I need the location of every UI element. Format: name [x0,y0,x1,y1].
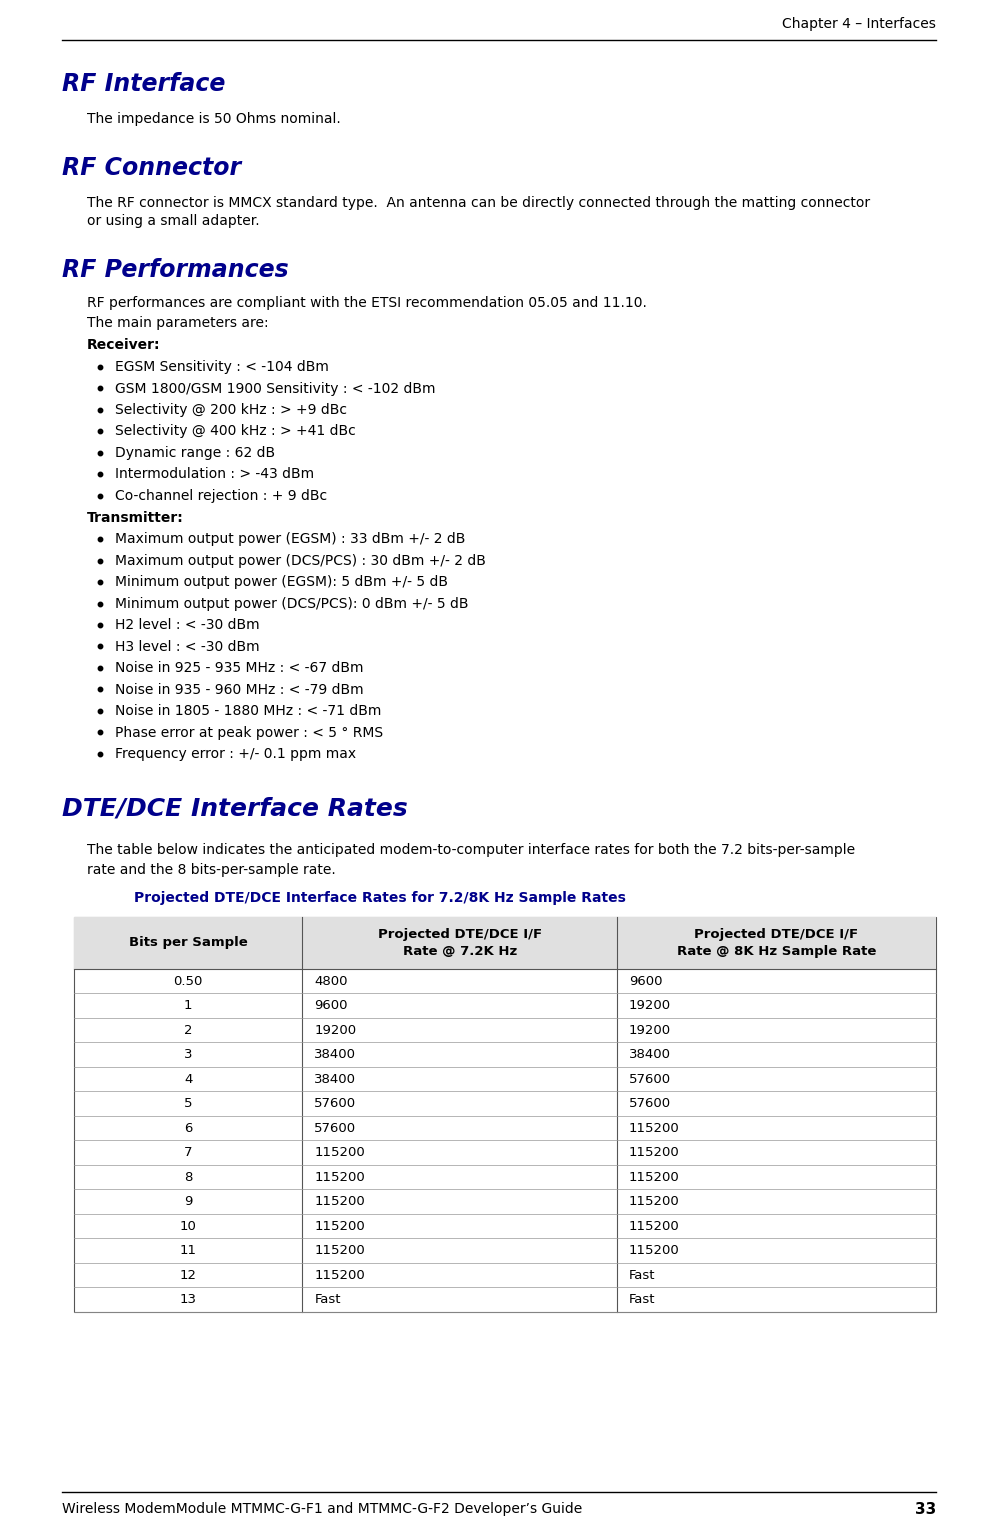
Text: The main parameters are:: The main parameters are: [87,315,269,329]
Text: Noise in 935 - 960 MHz : < -79 dBm: Noise in 935 - 960 MHz : < -79 dBm [115,683,364,697]
Text: Noise in 1805 - 1880 MHz : < -71 dBm: Noise in 1805 - 1880 MHz : < -71 dBm [115,705,382,719]
Text: RF performances are compliant with the ETSI recommendation 05.05 and 11.10.: RF performances are compliant with the E… [87,295,646,309]
Text: Fast: Fast [315,1293,341,1307]
Text: Projected DTE/DCE I/F
Rate @ 8K Hz Sample Rate: Projected DTE/DCE I/F Rate @ 8K Hz Sampl… [677,928,876,957]
Text: 11: 11 [180,1244,197,1257]
Text: 38400: 38400 [315,1073,356,1085]
Text: Fast: Fast [629,1268,655,1282]
Text: 115200: 115200 [629,1171,680,1183]
Text: 12: 12 [180,1268,197,1282]
Text: 0.50: 0.50 [174,974,203,988]
Text: Minimum output power (DCS/PCS): 0 dBm +/- 5 dB: Minimum output power (DCS/PCS): 0 dBm +/… [115,597,469,611]
Text: 4: 4 [184,1073,192,1085]
Text: Projected DTE/DCE I/F
Rate @ 7.2K Hz: Projected DTE/DCE I/F Rate @ 7.2K Hz [378,928,542,957]
Text: 38400: 38400 [315,1048,356,1062]
Text: 10: 10 [180,1220,196,1233]
Text: H3 level : < -30 dBm: H3 level : < -30 dBm [115,640,260,654]
Text: 9: 9 [184,1196,192,1208]
Text: 115200: 115200 [629,1220,680,1233]
Text: The impedance is 50 Ohms nominal.: The impedance is 50 Ohms nominal. [87,112,340,126]
Text: EGSM Sensitivity : < -104 dBm: EGSM Sensitivity : < -104 dBm [115,360,329,374]
Text: Bits per Sample: Bits per Sample [129,937,247,950]
Text: Phase error at peak power : < 5 ° RMS: Phase error at peak power : < 5 ° RMS [115,726,384,740]
Text: 57600: 57600 [315,1122,356,1134]
Text: Fast: Fast [629,1293,655,1307]
Text: 2: 2 [184,1023,192,1037]
Text: Receiver:: Receiver: [87,339,161,352]
Text: 5: 5 [184,1097,192,1110]
Text: 57600: 57600 [315,1097,356,1110]
Text: rate and the 8 bits-per-sample rate.: rate and the 8 bits-per-sample rate. [87,863,336,877]
Text: Frequency error : +/- 0.1 ppm max: Frequency error : +/- 0.1 ppm max [115,748,356,762]
Text: Minimum output power (EGSM): 5 dBm +/- 5 dB: Minimum output power (EGSM): 5 dBm +/- 5… [115,576,448,589]
Text: Intermodulation : > -43 dBm: Intermodulation : > -43 dBm [115,468,314,482]
Text: 115200: 115200 [315,1171,365,1183]
Text: 8: 8 [184,1171,192,1183]
Text: 13: 13 [180,1293,197,1307]
Text: Maximum output power (EGSM) : 33 dBm +/- 2 dB: Maximum output power (EGSM) : 33 dBm +/-… [115,532,465,546]
Text: 1: 1 [184,999,192,1013]
Bar [74,917,936,970]
Text: 115200: 115200 [629,1147,680,1159]
Text: Co-channel rejection : + 9 dBc: Co-channel rejection : + 9 dBc [115,489,327,503]
Text: 19200: 19200 [629,999,671,1013]
Text: 3: 3 [184,1048,192,1062]
Text: 115200: 115200 [629,1196,680,1208]
Text: Dynamic range : 62 dB: Dynamic range : 62 dB [115,446,275,460]
Text: 115200: 115200 [315,1244,365,1257]
Text: Maximum output power (DCS/PCS) : 30 dBm +/- 2 dB: Maximum output power (DCS/PCS) : 30 dBm … [115,554,486,568]
Text: 7: 7 [184,1147,192,1159]
Text: Chapter 4 – Interfaces: Chapter 4 – Interfaces [782,17,936,31]
Text: 115200: 115200 [629,1244,680,1257]
Text: Selectivity @ 400 kHz : > +41 dBc: Selectivity @ 400 kHz : > +41 dBc [115,425,356,439]
Text: 9600: 9600 [629,974,662,988]
Text: 33: 33 [914,1502,936,1516]
Text: Selectivity @ 200 kHz : > +9 dBc: Selectivity @ 200 kHz : > +9 dBc [115,403,347,417]
Text: Wireless ModemModule MTMMC-G-F1 and MTMMC-G-F2 Developer’s Guide: Wireless ModemModule MTMMC-G-F1 and MTMM… [62,1502,583,1516]
Text: The table below indicates the anticipated modem-to-computer interface rates for : The table below indicates the anticipate… [87,843,855,857]
Text: 115200: 115200 [315,1147,365,1159]
Text: Noise in 925 - 935 MHz : < -67 dBm: Noise in 925 - 935 MHz : < -67 dBm [115,662,364,676]
Text: H2 level : < -30 dBm: H2 level : < -30 dBm [115,619,260,633]
Text: 115200: 115200 [315,1220,365,1233]
Text: 115200: 115200 [629,1122,680,1134]
Text: 57600: 57600 [629,1097,671,1110]
Text: 115200: 115200 [315,1196,365,1208]
Text: 4800: 4800 [315,974,348,988]
Text: RF Connector: RF Connector [62,155,241,180]
Text: 115200: 115200 [315,1268,365,1282]
Text: 6: 6 [184,1122,192,1134]
Text: Projected DTE/DCE Interface Rates for 7.2/8K Hz Sample Rates: Projected DTE/DCE Interface Rates for 7.… [134,891,626,905]
Bar [74,917,936,1313]
Text: Transmitter:: Transmitter: [87,511,183,525]
Text: 9600: 9600 [315,999,348,1013]
Text: 38400: 38400 [629,1048,671,1062]
Text: RF Interface: RF Interface [62,72,226,95]
Text: The RF connector is MMCX standard type.  An antenna can be directly connected th: The RF connector is MMCX standard type. … [87,195,870,228]
Text: GSM 1800/GSM 1900 Sensitivity : < -102 dBm: GSM 1800/GSM 1900 Sensitivity : < -102 d… [115,382,436,396]
Text: 19200: 19200 [629,1023,671,1037]
Text: 19200: 19200 [315,1023,356,1037]
Text: RF Performances: RF Performances [62,259,288,282]
Text: DTE/DCE Interface Rates: DTE/DCE Interface Rates [62,797,408,820]
Text: 57600: 57600 [629,1073,671,1085]
